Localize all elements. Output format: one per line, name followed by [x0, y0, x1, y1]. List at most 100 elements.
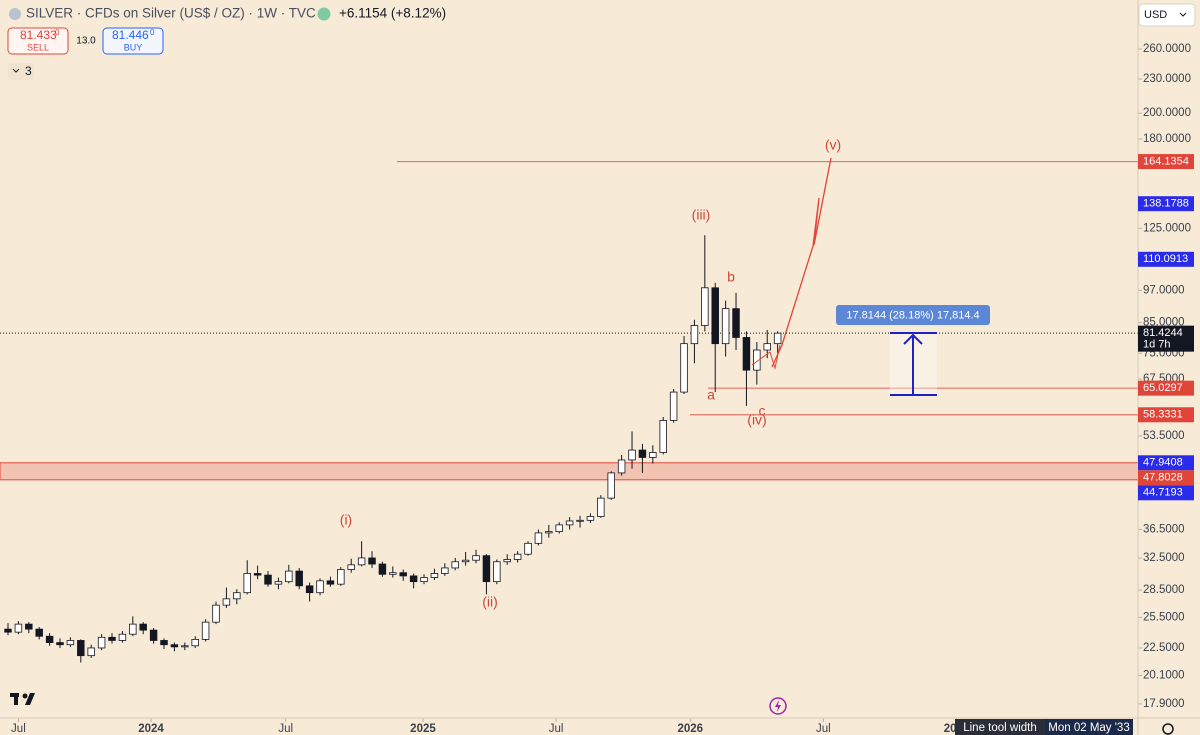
candle-body	[472, 555, 480, 561]
candle-body	[389, 572, 397, 575]
candle-body	[482, 555, 491, 583]
candle-body	[597, 497, 605, 517]
candle-body	[253, 573, 262, 576]
price-badge	[1138, 485, 1194, 501]
lightning-button[interactable]	[769, 697, 787, 715]
candle-body	[669, 391, 678, 421]
sell-button[interactable]	[7, 27, 69, 55]
wave-label: (iii)	[692, 207, 711, 223]
sell-label: SELL	[27, 42, 49, 52]
candle-body	[680, 343, 688, 393]
price-badge-label: 164.1354	[1143, 155, 1189, 167]
price-badge	[1138, 470, 1194, 486]
candle-body	[732, 308, 740, 338]
candle-body	[201, 621, 210, 640]
sell-price-sup: 0	[55, 28, 60, 37]
spread: 13.0	[76, 36, 96, 47]
indicators-toggle[interactable]	[8, 63, 34, 80]
candle-body	[97, 636, 106, 649]
price-badge-label: 44.7193	[1143, 487, 1183, 499]
candle-body	[108, 636, 116, 641]
candle-body	[399, 572, 407, 577]
wave-label: a	[707, 387, 715, 403]
plot-area	[0, 48, 1142, 722]
price-badge	[1138, 455, 1194, 471]
candle-body	[160, 640, 168, 646]
candle-body	[35, 628, 43, 637]
currency-button[interactable]	[1138, 3, 1196, 27]
tv-logo	[10, 693, 35, 705]
candle-body	[586, 516, 595, 521]
wave-label: (iv)	[747, 412, 766, 428]
candle-body	[503, 559, 511, 563]
candle-body	[129, 623, 137, 635]
buy-button[interactable]	[102, 27, 164, 55]
candle-body	[264, 574, 272, 585]
candle-body	[139, 623, 147, 631]
price-badge-label: 58.3331	[1143, 409, 1183, 421]
candle-body	[555, 524, 563, 532]
x-tick-label: Jul	[278, 723, 293, 735]
candle-body	[25, 623, 33, 630]
candle-body	[305, 585, 314, 594]
price-badge	[1138, 407, 1194, 423]
candle-body	[285, 570, 293, 583]
price-badge-label: 47.8028	[1143, 472, 1183, 484]
candle-body	[191, 638, 199, 647]
chevron-icon	[12, 68, 20, 73]
price-change: +6.1154 (+8.12%)	[339, 6, 446, 21]
candle-body	[274, 581, 283, 585]
price-badge	[1138, 251, 1194, 267]
price-badge-label: 110.0913	[1143, 253, 1188, 265]
x-tick-label: Jul	[549, 723, 564, 735]
projection-line	[751, 344, 781, 370]
candle-body	[430, 573, 439, 578]
wave-label: b	[727, 269, 735, 285]
candle-body	[753, 349, 761, 371]
chevron-icon	[1179, 12, 1187, 17]
price-badge-label: 47.9408	[1143, 457, 1183, 469]
y-tick-label: 36.5000	[1143, 524, 1185, 536]
y-tick-label: 53.5000	[1143, 430, 1185, 442]
y-tick-label: 125.0000	[1143, 222, 1191, 234]
candle-body	[534, 532, 543, 544]
tooltip-bg	[955, 719, 1045, 735]
x-tick-label: 2025	[410, 723, 436, 735]
symbol-icon	[9, 8, 21, 20]
indicators-count: 3	[25, 64, 32, 78]
y-tick-label: 22.5000	[1143, 642, 1185, 654]
wave-label: c	[759, 403, 766, 419]
candle-body	[149, 629, 158, 641]
currency: USD	[1144, 9, 1167, 21]
candle-body	[659, 420, 667, 453]
price-badge-label: 138.1788	[1143, 198, 1189, 210]
candle-body	[56, 642, 64, 646]
candle-body	[607, 472, 615, 499]
y-tick-label: 32.5000	[1143, 552, 1185, 564]
candle-body	[711, 287, 719, 345]
candle-body	[222, 598, 231, 606]
candle-body	[773, 332, 782, 345]
candle-body	[45, 635, 54, 643]
price-badge	[1138, 154, 1194, 170]
candle-body	[420, 577, 428, 583]
candle-body	[368, 557, 376, 565]
y-tick-label: 25.5000	[1143, 611, 1185, 623]
candle-body	[649, 452, 657, 458]
price-badge	[1138, 380, 1194, 396]
candle-body	[576, 519, 584, 522]
tooltip-bg	[1045, 719, 1133, 735]
candle-body	[326, 580, 335, 585]
projection-line	[771, 157, 832, 368]
tooltip-tool: Line tool width	[963, 722, 1037, 734]
candle-body	[66, 640, 75, 646]
candle-body	[513, 553, 522, 560]
candle-body	[181, 645, 189, 648]
chart-title[interactable]: SILVER · CFDs on Silver (US$ / OZ) · 1W …	[26, 6, 316, 21]
candle-body	[118, 633, 127, 641]
logo-part	[14, 693, 18, 705]
candle-body	[295, 570, 303, 587]
settings-button[interactable]	[1162, 723, 1174, 735]
buy-label: BUY	[124, 42, 143, 52]
